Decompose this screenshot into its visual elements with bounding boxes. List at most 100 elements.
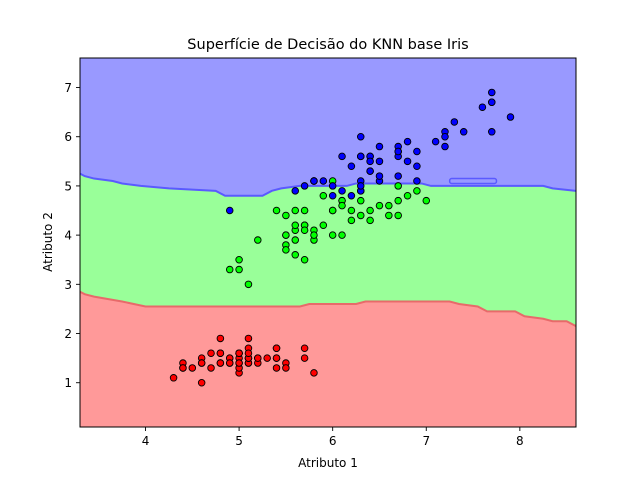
- y-tick-label-1: 1: [64, 376, 72, 390]
- point-blue-38: [328, 192, 337, 200]
- region-blue-island: [448, 177, 498, 185]
- point-blue-27: [338, 187, 346, 195]
- point-blue-22: [488, 98, 496, 107]
- x-tick-label-5: 5: [235, 434, 243, 448]
- x-tick-label-4: 4: [142, 434, 150, 448]
- point-green-48: [244, 280, 253, 289]
- point-red-44: [244, 334, 253, 343]
- point-blue-16: [375, 157, 384, 166]
- y-axis: 1 2 3 4 5 6 7: [64, 81, 80, 390]
- x-axis-label: Atributo 1: [298, 456, 358, 470]
- point-red-24: [216, 334, 225, 343]
- point-red-49: [235, 359, 243, 367]
- point-red-30: [216, 349, 225, 357]
- point-green-6: [357, 196, 365, 205]
- point-green-0: [422, 196, 431, 205]
- boundary-red-green: [79, 290, 577, 328]
- point-red-48: [263, 354, 271, 362]
- point-green-9: [254, 236, 262, 244]
- point-green-42: [310, 231, 318, 239]
- point-blue-34: [338, 152, 346, 161]
- point-green-15: [394, 211, 402, 220]
- point-red-37: [225, 359, 234, 367]
- point-green-36: [394, 196, 402, 205]
- boundary-green-blue: [79, 172, 577, 197]
- point-green-16: [291, 206, 299, 215]
- point-red-29: [207, 349, 215, 357]
- point-green-21: [338, 231, 346, 239]
- point-green-4: [375, 201, 384, 210]
- y-tick-label-6: 6: [64, 130, 72, 144]
- point-green-8: [385, 201, 393, 210]
- point-blue-41: [413, 177, 421, 185]
- point-blue-30: [459, 128, 468, 136]
- point-green-43: [235, 265, 243, 274]
- point-red-13: [169, 374, 178, 382]
- point-blue-43: [403, 137, 412, 146]
- point-red-47: [197, 359, 206, 367]
- point-blue-21: [291, 187, 299, 195]
- point-red-43: [235, 349, 243, 357]
- point-blue-45: [394, 172, 402, 180]
- point-blue-29: [441, 142, 449, 151]
- plot-frame: [79, 57, 577, 428]
- point-blue-12: [403, 157, 412, 166]
- point-blue-4: [375, 142, 384, 151]
- point-red-31: [272, 354, 281, 362]
- point-green-7: [225, 265, 234, 274]
- point-red-45: [216, 359, 225, 367]
- y-tick-label-4: 4: [64, 229, 72, 243]
- point-blue-15: [366, 167, 374, 175]
- y-axis-label: Atributo 2: [41, 212, 55, 272]
- point-green-14: [291, 251, 299, 259]
- data-points: [169, 88, 515, 387]
- point-blue-25: [441, 132, 449, 141]
- point-green-5: [300, 206, 309, 215]
- point-red-16: [272, 364, 281, 372]
- point-blue-42: [310, 177, 318, 185]
- point-green-18: [347, 206, 356, 215]
- point-blue-37: [366, 157, 374, 166]
- point-blue-19: [328, 182, 337, 190]
- point-blue-46: [357, 182, 365, 190]
- point-blue-0: [357, 132, 365, 141]
- chart-title: Superfície de Decisão do KNN base Iris: [187, 37, 468, 53]
- point-green-25: [385, 211, 393, 220]
- x-tick-label-7: 7: [422, 434, 430, 448]
- point-red-18: [300, 344, 309, 353]
- point-blue-18: [488, 88, 496, 97]
- x-tick-label-8: 8: [516, 434, 524, 448]
- point-red-2: [207, 364, 215, 372]
- point-green-27: [394, 182, 402, 190]
- point-green-2: [413, 187, 421, 195]
- point-blue-13: [300, 182, 309, 190]
- point-green-29: [300, 255, 309, 264]
- point-red-22: [197, 378, 206, 387]
- point-green-41: [338, 201, 346, 210]
- point-green-47: [347, 216, 356, 225]
- point-red-36: [282, 364, 290, 372]
- x-tick-label-6: 6: [329, 434, 337, 448]
- point-red-14: [310, 369, 318, 377]
- point-blue-5: [478, 103, 487, 111]
- point-blue-36: [357, 152, 365, 161]
- point-green-24: [366, 216, 374, 225]
- y-tick-label-2: 2: [64, 327, 72, 341]
- point-green-10: [235, 255, 243, 264]
- y-tick-label-3: 3: [64, 278, 72, 292]
- point-blue-44: [394, 147, 402, 156]
- point-blue-26: [347, 192, 356, 200]
- point-green-31: [282, 246, 290, 254]
- point-green-34: [272, 206, 281, 215]
- point-green-11: [319, 221, 328, 230]
- point-green-26: [403, 192, 412, 200]
- point-red-15: [300, 354, 309, 362]
- point-blue-39: [413, 162, 421, 170]
- point-blue-2: [431, 137, 440, 146]
- point-green-37: [357, 211, 365, 220]
- point-red-46: [244, 349, 253, 357]
- point-green-1: [366, 206, 374, 215]
- point-green-49: [300, 226, 309, 234]
- point-green-19: [291, 236, 299, 244]
